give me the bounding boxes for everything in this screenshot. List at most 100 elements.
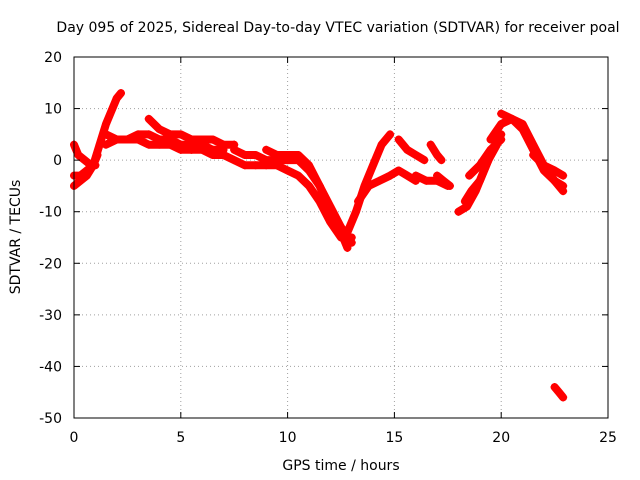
data-point-marker <box>102 120 111 129</box>
data-point-marker <box>497 135 506 144</box>
data-point-marker <box>108 104 117 113</box>
y-tick-label: 10 <box>44 102 62 118</box>
data-point-marker <box>403 145 412 154</box>
data-point-marker <box>251 161 260 170</box>
data-series-arc-6 <box>144 114 239 149</box>
data-point-marker <box>539 161 548 170</box>
data-point-marker <box>550 383 559 392</box>
data-point-marker <box>559 181 568 190</box>
series-band <box>529 151 568 180</box>
data-point-marker <box>411 171 420 180</box>
y-tick-label: -10 <box>39 205 62 221</box>
data-point-marker <box>550 176 559 185</box>
series-band <box>394 135 429 165</box>
data-point-marker <box>251 150 260 159</box>
data-point-marker <box>176 130 185 139</box>
data-point-marker <box>550 166 559 175</box>
data-point-marker <box>386 130 395 139</box>
series-layer <box>70 89 568 402</box>
x-tick-label: 0 <box>70 430 79 446</box>
x-axis-label: GPS time / hours <box>282 458 399 474</box>
data-point-marker <box>433 171 442 180</box>
y-tick-label: 20 <box>44 50 62 66</box>
data-point-marker <box>343 243 352 252</box>
data-point-marker <box>134 130 143 139</box>
data-point-marker <box>74 150 83 159</box>
x-tick-label: 10 <box>279 430 297 446</box>
data-point-marker <box>112 94 121 103</box>
data-point-marker <box>230 145 239 154</box>
y-tick-label: -20 <box>39 256 62 272</box>
data-point-marker <box>433 150 442 159</box>
data-point-marker <box>497 120 506 129</box>
data-series-arc-14 <box>426 140 446 165</box>
y-axis-label: SDTVAR / TECUs <box>8 180 24 295</box>
data-point-marker <box>155 125 164 134</box>
data-point-marker <box>262 145 271 154</box>
data-point-marker <box>283 150 292 159</box>
data-point-marker <box>465 171 474 180</box>
data-point-marker <box>559 171 568 180</box>
data-point-marker <box>93 150 102 159</box>
data-point-marker <box>454 207 463 216</box>
data-point-marker <box>351 207 360 216</box>
data-point-marker <box>166 130 175 139</box>
data-point-marker <box>420 156 429 165</box>
data-point-marker <box>304 181 313 190</box>
data-point-marker <box>377 140 386 149</box>
data-point-marker <box>76 171 85 180</box>
data-point-marker <box>467 187 476 196</box>
data-point-marker <box>445 181 454 190</box>
y-tick-label: 0 <box>53 153 62 169</box>
data-point-marker <box>475 176 484 185</box>
data-series-arc-18 <box>460 140 501 206</box>
data-point-marker <box>460 197 469 206</box>
data-point-marker <box>102 140 111 149</box>
data-point-marker <box>486 135 495 144</box>
data-point-marker <box>144 114 153 123</box>
data-point-marker <box>230 156 239 165</box>
data-point-marker <box>198 135 207 144</box>
data-point-marker <box>369 161 378 170</box>
y-tick-label: -40 <box>39 359 62 375</box>
data-point-marker <box>304 161 313 170</box>
data-point-marker <box>294 171 303 180</box>
data-point-marker <box>80 156 89 165</box>
data-point-marker <box>219 150 228 159</box>
data-point-marker <box>144 140 153 149</box>
data-point-marker <box>82 166 91 175</box>
data-point-marker <box>518 125 527 134</box>
data-point-marker <box>529 150 538 159</box>
data-point-marker <box>559 393 568 402</box>
data-point-marker <box>422 176 431 185</box>
data-series-arc-22 <box>550 383 568 402</box>
data-point-marker <box>554 388 563 397</box>
data-point-marker <box>187 135 196 144</box>
data-point-marker <box>364 181 373 190</box>
data-point-marker <box>155 135 164 144</box>
series-band <box>343 130 395 237</box>
data-point-marker <box>123 135 132 144</box>
y-tick-label: -30 <box>39 308 62 324</box>
x-tick-label: 5 <box>176 430 185 446</box>
data-point-marker <box>219 140 228 149</box>
data-point-marker <box>411 150 420 159</box>
data-point-marker <box>492 140 501 149</box>
data-series-arc-15 <box>433 171 454 190</box>
data-point-marker <box>326 207 335 216</box>
data-point-marker <box>394 135 403 144</box>
data-point-marker <box>102 130 111 139</box>
data-point-marker <box>315 181 324 190</box>
x-tick-label: 25 <box>599 430 617 446</box>
data-series-arc-11 <box>354 166 420 206</box>
x-tick-label: 20 <box>492 430 510 446</box>
data-point-marker <box>343 228 352 237</box>
data-point-marker <box>507 114 516 123</box>
data-point-marker <box>272 150 281 159</box>
data-point-marker <box>426 140 435 149</box>
data-point-marker <box>89 161 98 170</box>
data-series-arc-1 <box>70 89 125 190</box>
data-series-arc-20 <box>497 109 568 190</box>
data-point-marker <box>386 171 395 180</box>
